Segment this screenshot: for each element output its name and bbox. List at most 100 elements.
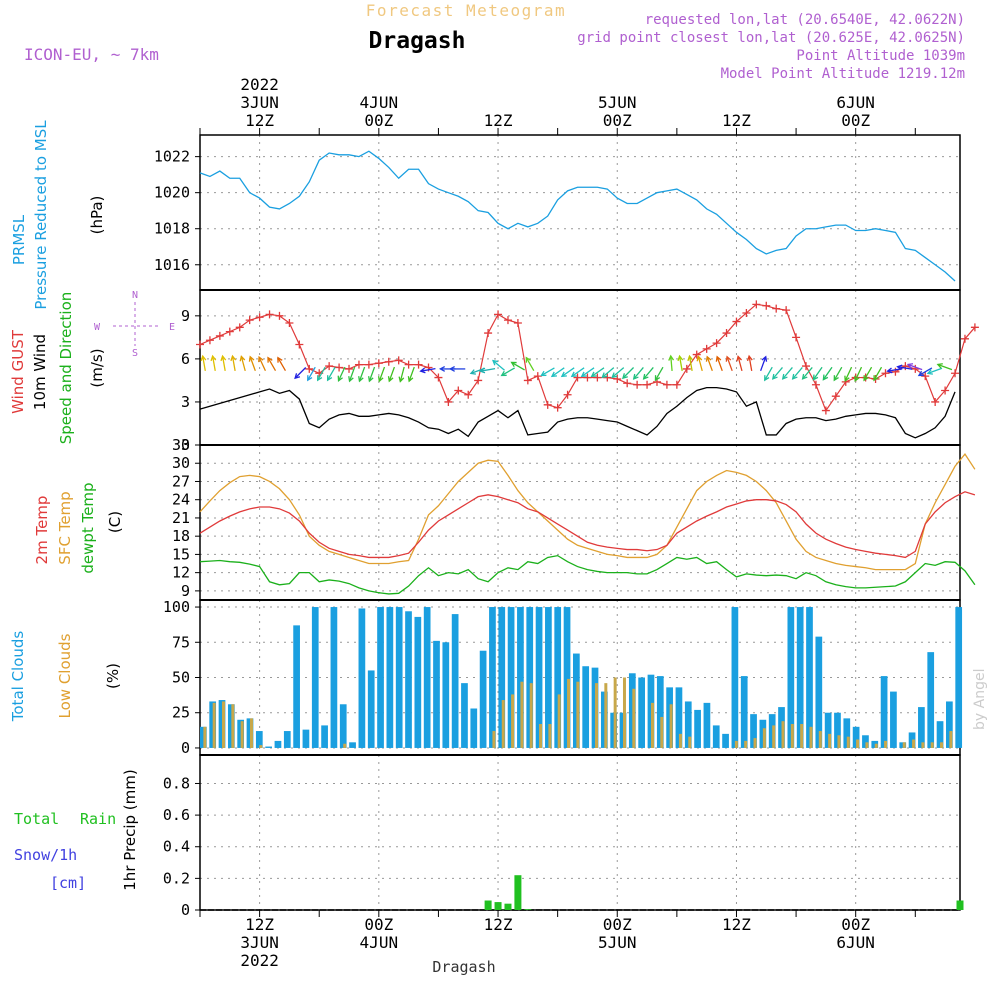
time-label-bottom: 2022 [240,951,279,970]
gust-marker [762,301,771,310]
wind-arrow-shaft [670,355,673,371]
wind-arrow [398,366,405,383]
wind-arrow-shaft [231,356,236,372]
low-cloud-bar [240,721,244,748]
total-cloud-bar [796,607,804,748]
time-label-top: 12Z [722,111,751,130]
total-cloud-bar [386,607,394,748]
low-cloud-bar [828,733,832,748]
low-cloud-bar [249,718,253,748]
low-cloud-bar [212,702,216,748]
wind-line [199,386,956,439]
wind-arrow-head [668,354,675,361]
gust-marker [881,369,890,378]
legend-rain: Rain [80,810,116,828]
ytick-label: 27 [172,472,190,490]
wind-arrow-head [550,371,558,378]
wind-arrow-head [239,355,246,362]
total-cloud-bar [265,746,272,748]
wind-arrow [294,367,307,380]
total-cloud-bar [283,731,291,748]
low-cloud-bar [856,739,860,748]
low-cloud-bar [753,738,757,748]
total-cloud-bar [824,712,832,748]
wind-arrow [560,367,575,378]
gust-marker [821,406,830,415]
ytick-label: 0.2 [163,869,190,887]
gust-marker [573,373,582,382]
ytick-label: 100 [163,598,190,616]
wind-arrow-head [200,354,207,362]
ytick-label: 50 [172,669,190,687]
total-cloud-bar [722,733,729,748]
wind-arrow-shaft [267,357,277,371]
time-label-top: 12Z [484,111,513,130]
wind-arrow [854,366,863,382]
compass-s: S [132,348,138,359]
wind-arrow [368,366,376,383]
wind-arrow [570,367,585,378]
gust-marker [811,380,820,389]
wind-arrow-head [746,354,753,362]
wind-arrow [812,366,823,381]
gust-marker [712,339,721,348]
gust-marker [354,360,363,369]
wind-arrow-shaft [525,357,535,371]
low-cloud-bar [203,726,207,748]
rain-bar [524,909,532,910]
wind-arrow-head [812,374,819,381]
wind-arrow-head [822,374,829,381]
wind-arrow-shaft [408,366,415,382]
gust-marker [255,313,264,322]
wind-arrow [705,355,713,372]
wind-arrow [611,367,625,379]
total-cloud-bar [563,607,571,748]
low-cloud-bar [557,694,561,748]
wind-arrow-head [781,373,788,380]
low-cloud-bar [660,716,664,748]
wind-arrow-head [705,355,712,362]
gust-marker [692,350,701,359]
low-cloud-bar [259,745,263,748]
gust-marker [911,364,920,373]
gust-marker [374,359,383,368]
wind-arrow-shaft [601,367,615,378]
wind-arrow-head [307,375,313,382]
temp-unit: (C) [106,511,124,533]
low-cloud-bar [520,681,524,748]
gust-marker [494,310,503,319]
total-cloud-bar [684,701,692,748]
wind-arrow-head [492,359,499,366]
wind-arrow-head [500,370,507,377]
wind-arrow-head [368,376,374,383]
low-cloud-bar [818,731,822,748]
low-cloud-bar [809,726,813,748]
wind-arrow [307,366,316,382]
wind-arrow-shaft [212,356,216,372]
wind-arrow [387,366,396,383]
gust-marker [414,360,423,369]
total-cloud-bar [703,702,711,748]
ytick-label: 1016 [154,256,190,274]
wind-arrow-head [230,354,237,362]
ytick-label: 9 [181,307,190,325]
wind-arrow-shaft [654,366,664,381]
wind-arrow-head [407,376,414,383]
ytick-label: 0 [181,901,190,919]
wind-arrow-shaft [368,366,376,382]
wind-arrow-head [936,363,943,369]
legend-dewpt-temp: dewpt Temp [79,482,97,573]
wind-arrow [632,366,644,380]
time-label-bottom: 3JUN [240,933,279,952]
gust-marker [345,364,354,373]
total-cloud-bar [339,704,347,748]
precip-unit: 1hr Precip (mm) [121,769,139,890]
wind-arrow-head [267,356,273,363]
gust-marker [722,329,731,338]
wind-arrow-shaft [378,366,386,382]
low-cloud-bar [762,728,766,748]
gust-marker [434,373,443,382]
wind-arrow-shaft [748,356,753,372]
wind-arrow [326,366,336,382]
total-cloud-bar [274,740,282,748]
